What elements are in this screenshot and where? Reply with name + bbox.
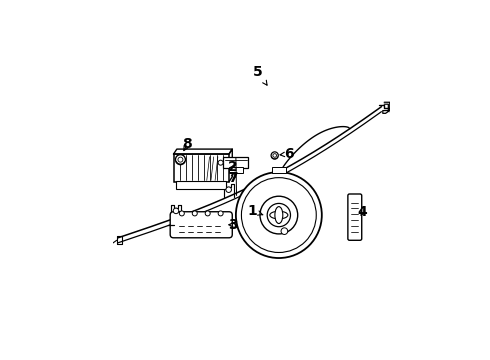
Circle shape	[218, 211, 223, 216]
Circle shape	[242, 177, 316, 252]
Bar	[176, 181, 226, 189]
Circle shape	[260, 196, 298, 234]
Text: 8: 8	[182, 138, 192, 151]
Bar	[272, 167, 286, 174]
Ellipse shape	[275, 207, 283, 224]
Circle shape	[273, 154, 276, 157]
Text: 4: 4	[358, 205, 368, 219]
Circle shape	[205, 211, 210, 216]
Bar	[104, 246, 107, 249]
Text: 7: 7	[228, 171, 238, 185]
FancyBboxPatch shape	[348, 194, 362, 240]
Circle shape	[267, 203, 291, 227]
Text: 5: 5	[253, 65, 267, 85]
Text: 2: 2	[228, 159, 238, 174]
Circle shape	[178, 157, 183, 162]
Circle shape	[218, 160, 223, 165]
Ellipse shape	[270, 211, 288, 219]
Circle shape	[271, 152, 278, 159]
Bar	[223, 157, 248, 168]
Circle shape	[173, 208, 179, 213]
Bar	[173, 154, 229, 182]
Circle shape	[179, 211, 184, 216]
Circle shape	[281, 228, 288, 234]
Text: 1: 1	[247, 204, 263, 218]
Circle shape	[226, 187, 231, 193]
Circle shape	[236, 172, 322, 258]
FancyBboxPatch shape	[170, 212, 232, 238]
Circle shape	[175, 155, 185, 165]
Text: 3: 3	[228, 218, 238, 232]
Bar	[229, 167, 243, 173]
Circle shape	[192, 211, 197, 216]
Text: 6: 6	[280, 147, 294, 161]
